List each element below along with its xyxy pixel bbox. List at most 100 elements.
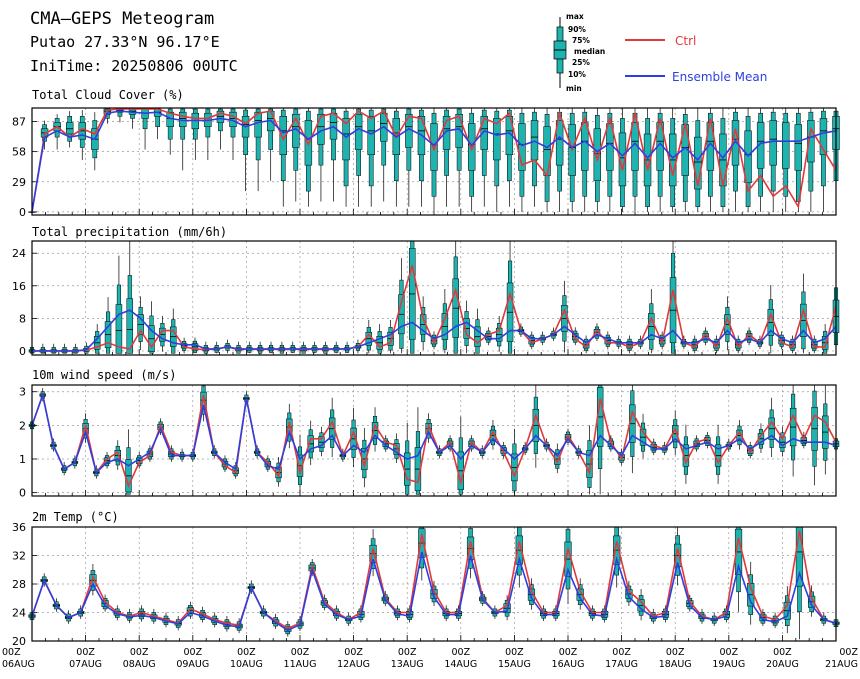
ensemble-box: [318, 426, 325, 457]
ensemble-box: [518, 108, 526, 212]
ensemble-box: [380, 108, 388, 202]
legend-median: median: [574, 47, 605, 56]
y-tick-label: 58: [12, 146, 26, 159]
box-inner: [354, 113, 363, 150]
ensemble-box: [279, 108, 287, 207]
ensemble-box: [441, 289, 449, 354]
ensemble-box: [365, 319, 373, 354]
box-inner: [367, 116, 375, 155]
y-tick-label: 1: [19, 453, 26, 466]
panel-title: Total precipitation (mm/6h): [32, 225, 227, 239]
x-day-label: 18AUG: [659, 659, 692, 670]
x-hour-label: 00Z: [773, 647, 792, 658]
ensemble-mean-line: [31, 551, 837, 632]
panel-frame: [31, 240, 837, 356]
box-inner: [279, 116, 287, 155]
x-day-label: 06AUG: [2, 659, 35, 670]
x-hour-label: 00Z: [344, 647, 363, 658]
ensemble-box: [648, 289, 655, 354]
x-day-label: 13AUG: [391, 659, 424, 670]
ensemble-box: [148, 301, 155, 354]
ensemble-box: [246, 341, 253, 354]
panel-frame: [31, 526, 837, 642]
ensemble-box: [235, 341, 242, 354]
panel-title: 10m wind speed (m/s): [32, 368, 177, 382]
x-hour-label: 00Z: [237, 647, 256, 658]
ensemble-box: [367, 108, 375, 207]
ensemble-mean-line: [31, 392, 837, 475]
ensemble-box: [256, 341, 264, 354]
ensemble-box: [568, 108, 576, 212]
x-day-label: 16AUG: [552, 659, 585, 670]
ensemble-box: [706, 108, 715, 212]
ensemble-box: [532, 385, 540, 468]
ensemble-box: [141, 107, 149, 150]
ensemble-box: [506, 241, 514, 354]
ensemble-box: [778, 331, 785, 350]
box-inner: [694, 136, 702, 190]
panel-title: Total Cloud Cover (%): [32, 88, 184, 102]
ensemble-box: [452, 241, 459, 354]
y-tick-label: 0: [19, 487, 26, 500]
ensemble-box: [278, 341, 286, 354]
legend-p75: 75%: [572, 36, 590, 45]
x-hour-label: 00Z: [291, 647, 310, 658]
ensemble-box: [581, 108, 589, 212]
x-day-label: 20AUG: [766, 659, 799, 670]
box-inner: [581, 122, 589, 171]
ensemble-box: [505, 108, 514, 207]
ensemble-box: [267, 341, 275, 354]
legend-min: min: [566, 84, 582, 93]
box-inner: [769, 120, 777, 166]
x-hour-label: 00Z: [130, 647, 149, 658]
ensemble-box: [807, 108, 815, 212]
ensemble-box: [304, 108, 313, 207]
ensemble-mean-line: [31, 110, 837, 213]
legend-box-lower: [556, 58, 564, 74]
ensemble-box: [455, 108, 463, 207]
box-inner: [530, 120, 539, 161]
panel-title: 2m Temp (°C): [32, 510, 119, 524]
panel-frame: [31, 384, 837, 497]
box-inner: [216, 110, 225, 123]
ensemble-box: [216, 108, 225, 150]
ensemble-box: [606, 108, 614, 212]
y-tick-label: 8: [19, 312, 26, 325]
box-inner: [819, 118, 828, 155]
ensemble-box: [405, 108, 413, 207]
ctrl-line: [32, 265, 837, 352]
ensemble-box: [442, 108, 451, 207]
ensemble-box: [61, 343, 68, 354]
ensemble-box: [409, 240, 416, 354]
x-day-label: 08AUG: [123, 659, 156, 670]
x-day-label: 19AUG: [712, 659, 745, 670]
ensemble-box: [800, 273, 807, 354]
y-tick-label: 29: [12, 176, 26, 189]
box-inner: [430, 123, 438, 171]
ensemble-box: [779, 426, 786, 457]
ensemble-box: [159, 315, 166, 352]
panel-frame: [31, 107, 837, 216]
ensemble-box: [674, 527, 682, 586]
ensemble-box: [819, 108, 828, 212]
ensemble-box: [72, 343, 79, 354]
y-tick-label: 24: [12, 607, 26, 620]
ensemble-box: [166, 108, 174, 155]
ctrl-line: [31, 108, 837, 213]
ctrl-line: [31, 392, 837, 489]
ensemble-box: [629, 385, 636, 474]
panel-0: Total Cloud Cover (%) 0 29 58 87: [12, 88, 840, 219]
ensemble-box: [329, 108, 338, 202]
box-inner: [467, 123, 476, 171]
ensemble-box: [669, 241, 677, 354]
box-inner: [455, 113, 463, 148]
location-label: Putao 27.33°N 96.17°E: [30, 33, 220, 51]
x-day-label: 10AUG: [230, 659, 263, 670]
box-inner: [65, 122, 74, 135]
ensemble-box: [128, 107, 137, 129]
x-day-label: 17AUG: [605, 659, 638, 670]
y-tick-label: 0: [19, 345, 26, 358]
x-hour-label: 00Z: [839, 647, 858, 658]
ensemble-box: [543, 108, 551, 212]
x-hour-label: 00Z: [2, 647, 21, 658]
